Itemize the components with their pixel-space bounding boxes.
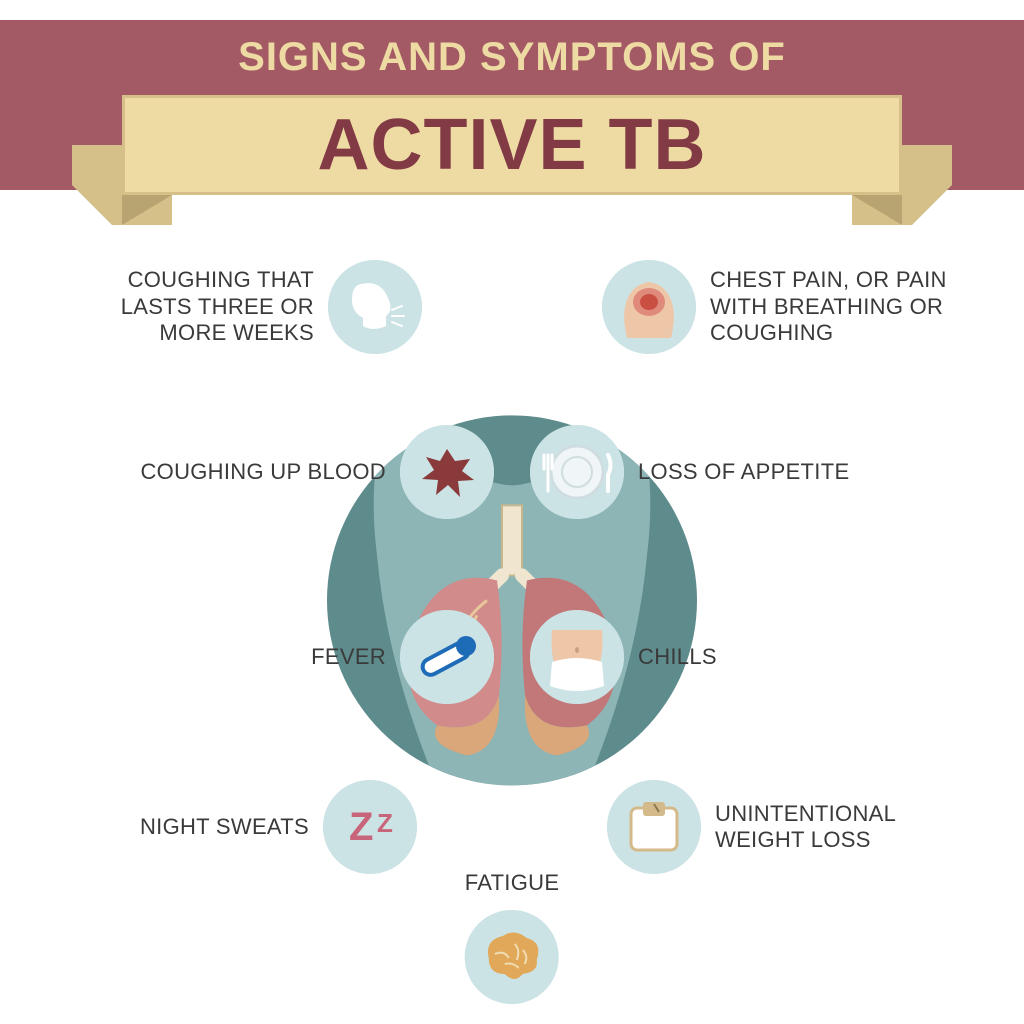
supertitle: SIGNS AND SYMPTOMS OF: [0, 35, 1024, 80]
symptom-coughing-blood: COUGHING UP BLOOD: [140, 425, 494, 519]
symptom-fever: FEVER: [311, 610, 494, 704]
sleep-zz-icon: [323, 780, 417, 874]
main-title: ACTIVE TB: [317, 104, 706, 186]
chest-pain-icon: [602, 260, 696, 354]
symptom-label: LOSS OF APPETITE: [638, 459, 849, 485]
symptom-label: UNINTENTIONAL WEIGHT LOSS: [715, 801, 965, 854]
symptom-label: CHEST PAIN, OR PAIN WITH BREATHING OR CO…: [710, 267, 960, 346]
symptom-label: COUGHING THAT LASTS THREE OR MORE WEEKS: [64, 267, 314, 346]
symptom-coughing-duration: COUGHING THAT LASTS THREE OR MORE WEEKS: [64, 260, 422, 354]
symptom-label: FATIGUE: [465, 870, 560, 896]
symptom-weight-loss: UNINTENTIONAL WEIGHT LOSS: [607, 780, 965, 874]
thermometer-icon: [400, 610, 494, 704]
scale-icon: [607, 780, 701, 874]
symptom-fatigue: FATIGUE: [465, 870, 560, 1004]
brain-icon: [465, 910, 559, 1004]
symptom-chills: CHILLS: [530, 610, 717, 704]
symptom-night-sweats: NIGHT SWEATS: [140, 780, 417, 874]
symptom-chest-pain: CHEST PAIN, OR PAIN WITH BREATHING OR CO…: [602, 260, 960, 354]
symptom-label: CHILLS: [638, 644, 717, 670]
symptom-appetite-loss: LOSS OF APPETITE: [530, 425, 849, 519]
midriff-icon: [530, 610, 624, 704]
plate-fork-icon: [530, 425, 624, 519]
head-cough-icon: [328, 260, 422, 354]
radial-diagram: COUGHING THAT LASTS THREE OR MORE WEEKS C…: [0, 250, 1024, 1010]
blood-splat-icon: [400, 425, 494, 519]
symptom-label: FEVER: [311, 644, 386, 670]
symptom-label: NIGHT SWEATS: [140, 814, 309, 840]
symptom-label: COUGHING UP BLOOD: [140, 459, 386, 485]
title-ribbon: ACTIVE TB: [72, 95, 952, 215]
